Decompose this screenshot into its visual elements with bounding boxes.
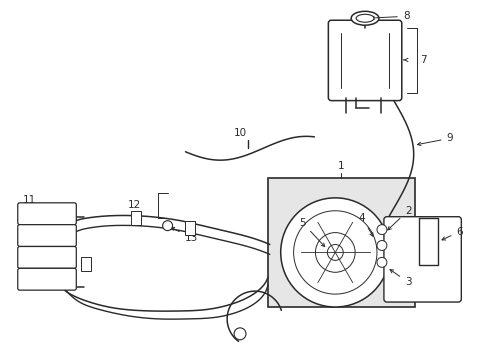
Text: 8: 8 [370, 11, 408, 21]
FancyBboxPatch shape [18, 203, 76, 225]
Bar [131, 211, 141, 225]
Text: 12: 12 [127, 200, 141, 210]
Ellipse shape [350, 11, 378, 25]
Circle shape [422, 247, 434, 260]
Circle shape [234, 328, 245, 340]
Circle shape [376, 225, 386, 235]
Circle shape [422, 224, 434, 235]
Circle shape [376, 240, 386, 251]
Circle shape [163, 221, 172, 231]
Text: 10: 10 [233, 129, 246, 138]
FancyBboxPatch shape [18, 247, 76, 268]
Text: 2: 2 [387, 206, 410, 230]
FancyBboxPatch shape [18, 268, 76, 290]
Text: 3: 3 [389, 270, 410, 287]
Bar [185, 221, 195, 235]
Text: 4: 4 [358, 213, 372, 236]
Circle shape [376, 257, 386, 267]
FancyBboxPatch shape [18, 225, 76, 247]
Text: 1: 1 [337, 161, 344, 171]
FancyBboxPatch shape [327, 20, 401, 100]
Text: 13: 13 [171, 228, 197, 243]
Text: 6: 6 [441, 226, 462, 240]
Circle shape [280, 198, 389, 307]
Bar [81, 257, 91, 271]
Bar [267, 178, 414, 307]
Text: 9: 9 [417, 133, 452, 145]
Text: 11: 11 [23, 195, 50, 213]
Text: 5: 5 [299, 218, 324, 247]
Text: 7: 7 [419, 55, 426, 65]
FancyBboxPatch shape [383, 217, 460, 302]
Ellipse shape [355, 14, 373, 22]
